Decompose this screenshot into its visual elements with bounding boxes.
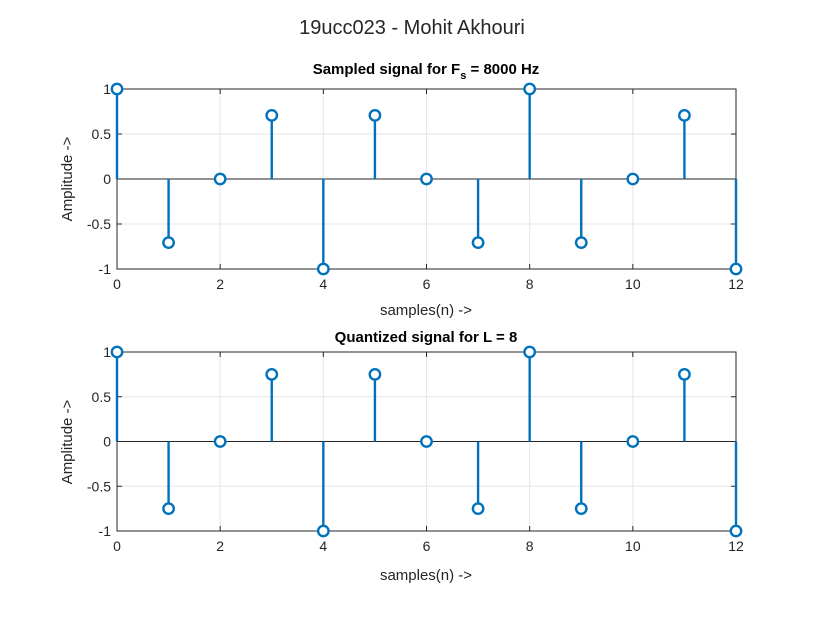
- quantized-signal-stem-marker: [316, 524, 330, 538]
- quantized-signal-stem-marker: [471, 502, 485, 516]
- sampled-signal-ytick-label: 0: [103, 171, 111, 187]
- quantized-signal-xtick-label: 12: [728, 538, 744, 554]
- sampled-signal-stem-marker: [420, 172, 433, 186]
- sampled-signal-xtick-label: 6: [423, 276, 431, 292]
- quantized-signal-ylabel: Amplitude ->: [59, 399, 76, 484]
- quantized-signal-stem-marker: [678, 367, 691, 381]
- sampled-signal-ytick-label: -1: [99, 261, 112, 277]
- sampled-signal-xtick-label: 10: [625, 276, 641, 292]
- sampled-signal-stem-marker: [368, 108, 382, 122]
- sampled-signal-stem-marker: [471, 236, 485, 250]
- quantized-signal-xtick-label: 10: [625, 538, 641, 554]
- sampled-signal-stem-marker: [316, 262, 330, 276]
- quantized-signal-stem-marker: [213, 435, 227, 448]
- sampled-signal-plot: Sampled signal for Fs = 8000 Hz Amplitud…: [59, 61, 744, 319]
- sampled-signal-xtick-label: 2: [216, 276, 224, 292]
- quantized-signal-stem-marker: [729, 524, 743, 538]
- quantized-signal-stem-marker: [626, 435, 640, 448]
- quantized-signal-ytick-label: -1: [99, 523, 112, 539]
- quantized-signal-stem-marker: [162, 502, 175, 516]
- sampled-signal-ylabel: Amplitude ->: [59, 136, 76, 221]
- quantized-signal-ytick-label: -0.5: [87, 478, 111, 494]
- sampled-signal-title: Sampled signal for Fs = 8000 Hz: [313, 61, 540, 82]
- sampled-signal-stem-marker: [523, 82, 537, 96]
- sampled-signal-ytick-label: -0.5: [87, 216, 111, 232]
- quantized-signal-stem-marker: [574, 502, 588, 516]
- sampled-signal-ytick-label: 1: [103, 81, 111, 97]
- quantized-signal-xtick-label: 8: [526, 538, 534, 554]
- quantized-signal-xlabel: samples(n) ->: [380, 567, 472, 584]
- sampled-signal-stem-marker: [213, 172, 227, 186]
- sampled-signal-stem-marker: [265, 108, 279, 122]
- sampled-signal-stem-marker: [626, 172, 640, 186]
- sampled-signal-xlabel: samples(n) ->: [380, 302, 472, 319]
- sampled-signal-ytick-label: 0.5: [92, 126, 112, 142]
- quantized-signal-ytick-label: 0.5: [92, 389, 112, 405]
- sampled-signal-xtick-label: 8: [526, 276, 534, 292]
- quantized-signal-ytick-label: 1: [103, 344, 111, 360]
- sampled-signal-stem-marker: [574, 236, 588, 250]
- sampled-signal-stem-marker: [729, 262, 743, 276]
- quantized-signal-xtick-label: 4: [319, 538, 327, 554]
- quantized-signal-ytick-label: 0: [103, 434, 111, 450]
- quantized-signal-xtick-label: 6: [423, 538, 431, 554]
- sampled-signal-xtick-label: 12: [728, 276, 744, 292]
- quantized-signal-stem-marker: [110, 345, 124, 359]
- quantized-signal-stem-marker: [265, 367, 279, 381]
- quantized-signal-plot: Quantized signal for L = 8 Amplitude -> …: [59, 329, 744, 584]
- quantized-signal-stem-marker: [523, 345, 537, 359]
- quantized-signal-stem-marker: [368, 367, 382, 381]
- sampled-signal-stem-marker: [110, 82, 124, 96]
- sampled-signal-stem-marker: [162, 236, 175, 250]
- sampled-signal-xtick-label: 0: [113, 276, 121, 292]
- quantized-signal-xtick-label: 2: [216, 538, 224, 554]
- quantized-signal-stem-marker: [420, 435, 433, 448]
- figure-title: 19ucc023 - Mohit Akhouri: [299, 17, 525, 39]
- sampled-signal-stem-marker: [678, 108, 691, 122]
- quantized-signal-title: Quantized signal for L = 8: [335, 329, 518, 346]
- quantized-signal-xtick-label: 0: [113, 538, 121, 554]
- sampled-signal-xtick-label: 4: [319, 276, 327, 292]
